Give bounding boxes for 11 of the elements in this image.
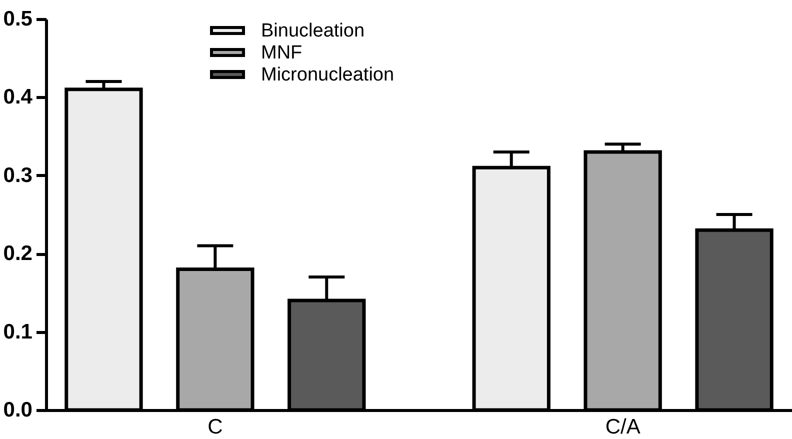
legend-label: Micronucleation [261,64,394,86]
x-tick-label: C/A [605,416,640,438]
y-tick-label: 0.1 [3,320,33,344]
legend-label: MNF [261,42,302,64]
legend-label: Binucleation [261,20,365,42]
y-tick-label: 0.3 [3,164,32,187]
y-tick-label: 0.4 [3,86,33,109]
x-tick-label: C [208,416,223,438]
y-tick-label: 0.0 [3,398,32,422]
y-tick-label: 0.2 [3,242,32,266]
y-tick-label: 0.5 [3,8,33,30]
